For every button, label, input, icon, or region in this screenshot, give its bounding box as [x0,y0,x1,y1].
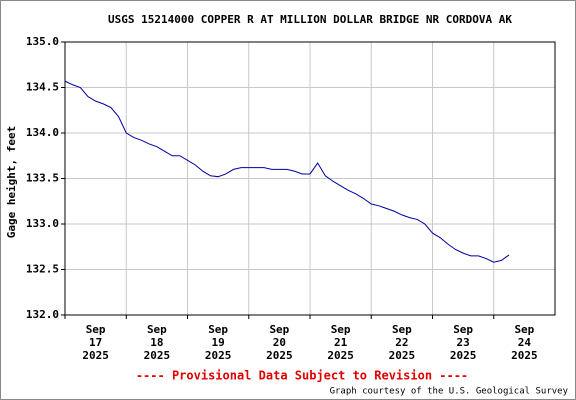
credit: Graph courtesy of the U.S. Geological Su… [330,387,569,397]
data-line [64,80,510,263]
y-axis-label: Gage height, feet [5,126,18,239]
y-tick-label: 134.0 [26,126,59,139]
y-tick-label: 133.0 [26,217,59,230]
y-tick-label: 132.5 [26,263,59,276]
x-tick-label: Sep 17 2025 [82,323,109,362]
x-tick-label: Sep 23 2025 [450,323,477,362]
plot-border [64,41,556,316]
x-tick-label: Sep 22 2025 [389,323,416,362]
x-tick-label: Sep 19 2025 [205,323,232,362]
y-tick-label: 135.0 [26,35,59,48]
x-tick-label: Sep 24 2025 [511,323,538,362]
chart-title: USGS 15214000 COPPER R AT MILLION DOLLAR… [108,13,512,26]
x-tick-label: Sep 21 2025 [327,323,354,362]
y-tick-label: 133.5 [26,172,59,185]
provisional-note: ---- Provisional Data Subject to Revisio… [136,369,468,383]
x-tick-label: Sep 18 2025 [144,323,171,362]
y-tick-label: 134.5 [26,81,59,94]
x-tick-label: Sep 20 2025 [266,323,293,362]
y-tick-label: 132.0 [26,308,59,321]
